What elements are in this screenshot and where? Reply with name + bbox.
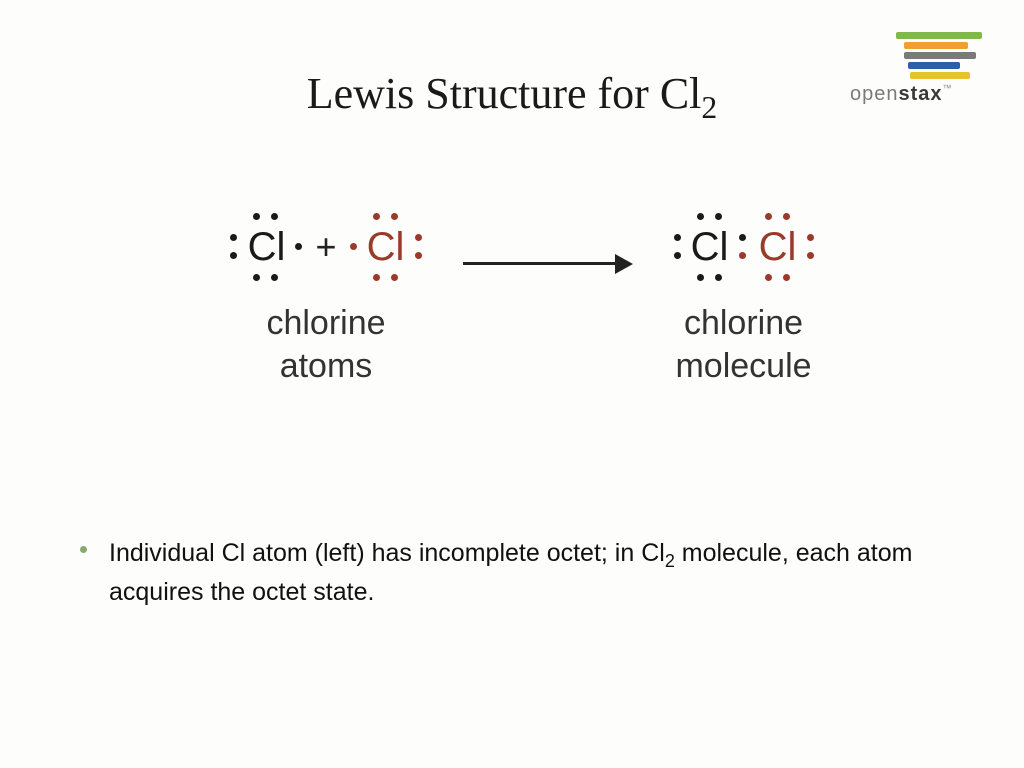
product-group: Cl Cl chlorine molecule <box>673 210 815 387</box>
logo-text: openstax™ <box>850 83 1000 106</box>
plus-sign: + <box>309 226 342 268</box>
electron-dot <box>391 213 398 220</box>
electron-dot <box>715 213 722 220</box>
logo-bar <box>910 72 970 79</box>
logo-bar <box>896 32 982 39</box>
molecule-atom-1: Cl <box>673 210 747 284</box>
electron-dot <box>697 274 704 281</box>
atom-symbol: Cl <box>229 210 303 284</box>
reactants-label: chlorine atoms <box>266 302 385 387</box>
label-line1: chlorine <box>266 304 385 342</box>
atom-symbol: Cl <box>741 210 815 284</box>
label-line2: molecule <box>675 347 811 385</box>
electron-dot <box>391 274 398 281</box>
title-subscript: 2 <box>701 90 717 125</box>
logo-bar <box>904 52 976 59</box>
reactants-group: Cl + Cl chlorine atoms <box>229 210 422 387</box>
electron-dot <box>715 274 722 281</box>
bullet-item: Individual Cl atom (left) has incomplete… <box>80 535 954 610</box>
title-text: Lewis Structure for Cl <box>307 69 702 118</box>
electron-dot <box>373 213 380 220</box>
logo-bars <box>850 32 982 79</box>
bullet-sub: 2 <box>665 551 675 571</box>
logo-stax: stax <box>899 83 943 105</box>
electron-dot <box>807 234 814 241</box>
logo-open: open <box>850 83 899 105</box>
atom-symbol: Cl <box>349 210 423 284</box>
electron-dot <box>783 274 790 281</box>
product-row: Cl Cl <box>673 210 815 284</box>
logo-tm: ™ <box>943 83 953 93</box>
bullet-list: Individual Cl atom (left) has incomplete… <box>80 535 954 610</box>
electron-dot <box>415 234 422 241</box>
bullet-marker <box>80 546 87 553</box>
product-label: chlorine molecule <box>675 302 811 387</box>
chlorine-atom-1: Cl <box>229 210 303 284</box>
reactants-row: Cl + Cl <box>229 210 422 284</box>
lewis-diagram: Cl + Cl chlorine atoms Cl Cl chlorine mo… <box>100 210 944 387</box>
electron-dot <box>807 252 814 259</box>
label-line2: atoms <box>280 347 373 385</box>
electron-dot <box>415 252 422 259</box>
logo-bar <box>904 42 968 49</box>
molecule-atom-2: Cl <box>741 210 815 284</box>
electron-dot <box>674 252 681 259</box>
logo-bar <box>908 62 960 69</box>
electron-dot <box>674 234 681 241</box>
openstax-logo: openstax™ <box>850 32 1000 106</box>
electron-dot <box>697 213 704 220</box>
electron-dot <box>765 213 772 220</box>
chlorine-atom-2: Cl <box>349 210 423 284</box>
arrow-head <box>615 254 633 274</box>
electron-dot <box>373 274 380 281</box>
electron-dot <box>783 213 790 220</box>
electron-dot <box>765 274 772 281</box>
reaction-arrow <box>463 254 633 274</box>
bullet-pre: Individual Cl atom (left) has incomplete… <box>109 539 665 567</box>
electron-dot <box>350 243 357 250</box>
atom-symbol: Cl <box>673 210 747 284</box>
label-line1: chlorine <box>684 304 803 342</box>
arrow-line <box>463 262 615 265</box>
bullet-text: Individual Cl atom (left) has incomplete… <box>109 535 954 610</box>
